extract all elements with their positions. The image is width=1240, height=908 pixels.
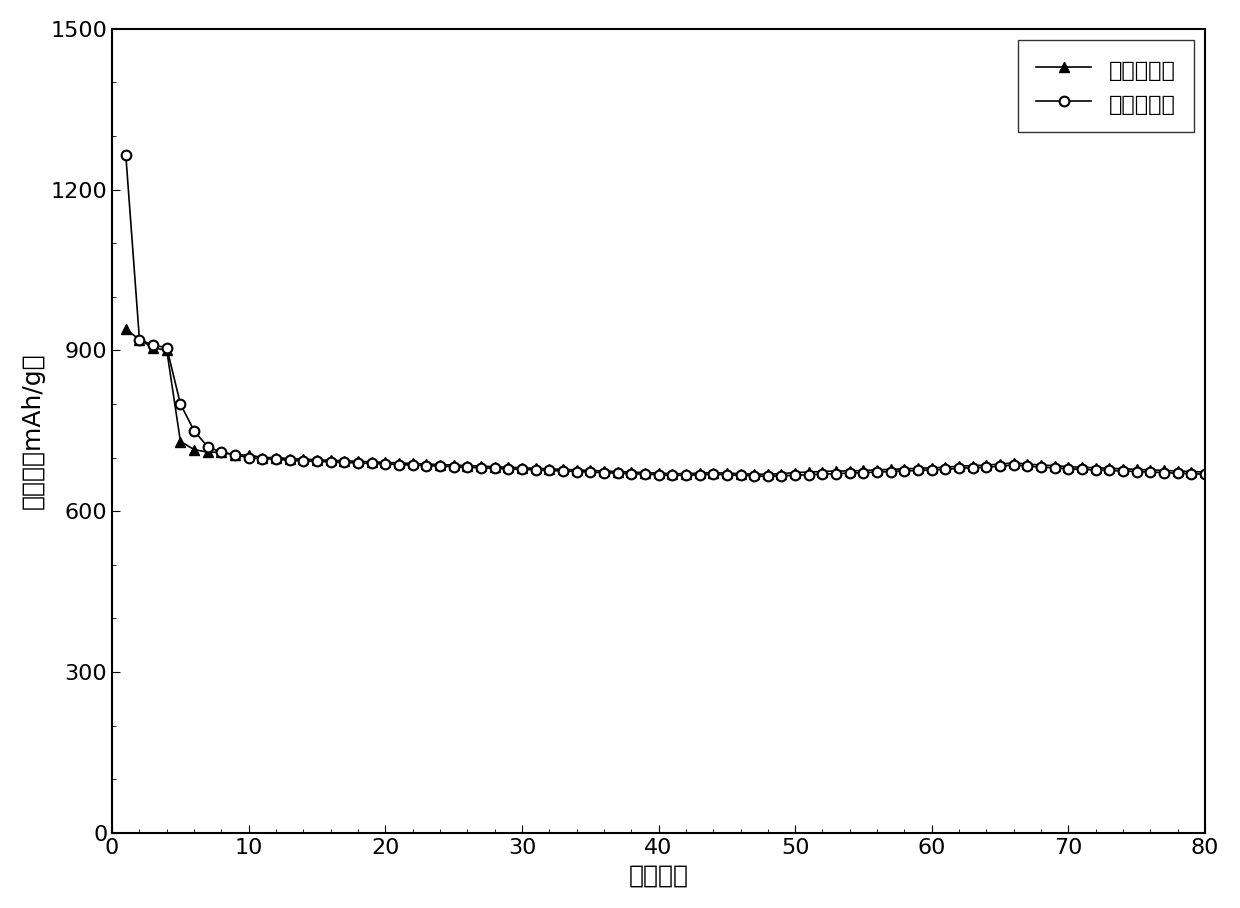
放电比容量	[596, 467, 611, 478]
充电比容量	[596, 466, 611, 477]
放电比容量	[787, 469, 802, 480]
充电比容量	[746, 469, 761, 479]
充电比容量	[787, 467, 802, 478]
充电比容量	[1089, 462, 1104, 473]
充电比容量	[869, 465, 884, 476]
Legend: 充电比容量, 放电比容量: 充电比容量, 放电比容量	[1018, 40, 1194, 133]
充电比容量	[118, 323, 133, 334]
放电比容量	[869, 467, 884, 478]
放电比容量	[118, 149, 133, 160]
Line: 充电比容量: 充电比容量	[122, 324, 1210, 479]
放电比容量	[1089, 465, 1104, 476]
放电比容量	[760, 471, 775, 482]
充电比容量	[828, 466, 843, 477]
X-axis label: 循环次数: 循环次数	[629, 864, 688, 887]
Line: 放电比容量: 放电比容量	[122, 150, 1210, 481]
Y-axis label: 比容量（mAh/g）: 比容量（mAh/g）	[21, 352, 45, 509]
放电比容量	[774, 470, 789, 481]
放电比容量	[1198, 469, 1213, 479]
充电比容量	[774, 469, 789, 479]
放电比容量	[828, 469, 843, 479]
充电比容量	[1198, 467, 1213, 478]
